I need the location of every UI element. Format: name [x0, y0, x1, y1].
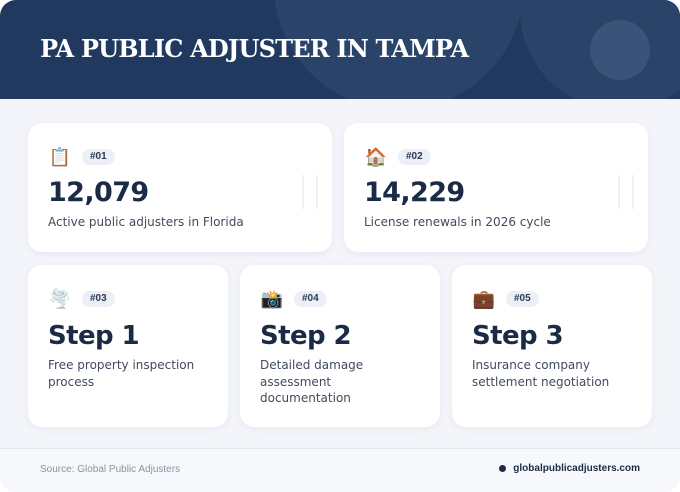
step-title: Step 2: [260, 321, 352, 351]
step-description: Free property inspection process: [48, 358, 195, 389]
step-title: Step 3: [472, 321, 564, 351]
step-description: Detailed damage assessment documentation: [260, 358, 364, 405]
card-badge: #03: [82, 291, 115, 307]
briefcase-icon: 💼: [472, 289, 496, 309]
camera-icon: 📸: [260, 289, 284, 309]
stat-value: 14,229: [364, 177, 465, 208]
stat-card-active-adjusters: 📋 #01 12,079 Active public adjusters in …: [28, 123, 332, 252]
card-badge: #01: [82, 149, 115, 165]
bullet-dot-icon: [499, 465, 507, 472]
source-credit: Source: Global Public Adjusters: [40, 464, 181, 475]
tornado-icon: 🌪️: [48, 289, 72, 309]
site-url: globalpublicadjusters.com: [513, 463, 640, 474]
card-badge: #04: [294, 291, 327, 307]
card-watermark: [618, 175, 634, 209]
step-description: Insurance company settlement negotiation: [472, 358, 610, 389]
card-watermark: [302, 175, 318, 209]
house-icon: 🏠: [364, 147, 388, 167]
clipboard-icon: 📋: [48, 147, 72, 167]
step-card-1: 🌪️ #03 Step 1 Free property inspection p…: [28, 265, 228, 427]
card-badge: #05: [506, 291, 539, 307]
step-card-2: 📸 #04 Step 2 Detailed damage assessment …: [240, 265, 440, 427]
page-title: PA PUBLIC ADJUSTER IN TAMPA: [40, 34, 469, 63]
step-title: Step 1: [48, 321, 140, 351]
stat-value: 12,079: [48, 177, 149, 208]
footer: Source: Global Public Adjusters globalpu…: [0, 448, 680, 492]
stat-card-license-renewals: 🏠 #02 14,229 License renewals in 2026 cy…: [344, 123, 648, 252]
decorative-circle: [590, 20, 650, 80]
step-card-3: 💼 #05 Step 3 Insurance company settlemen…: [452, 265, 652, 427]
header-banner: PA PUBLIC ADJUSTER IN TAMPA: [0, 0, 680, 99]
site-link[interactable]: globalpublicadjusters.com: [499, 463, 640, 474]
stat-label: Active public adjusters in Florida: [48, 215, 244, 229]
stat-label: License renewals in 2026 cycle: [364, 215, 551, 229]
card-badge: #02: [398, 149, 431, 165]
